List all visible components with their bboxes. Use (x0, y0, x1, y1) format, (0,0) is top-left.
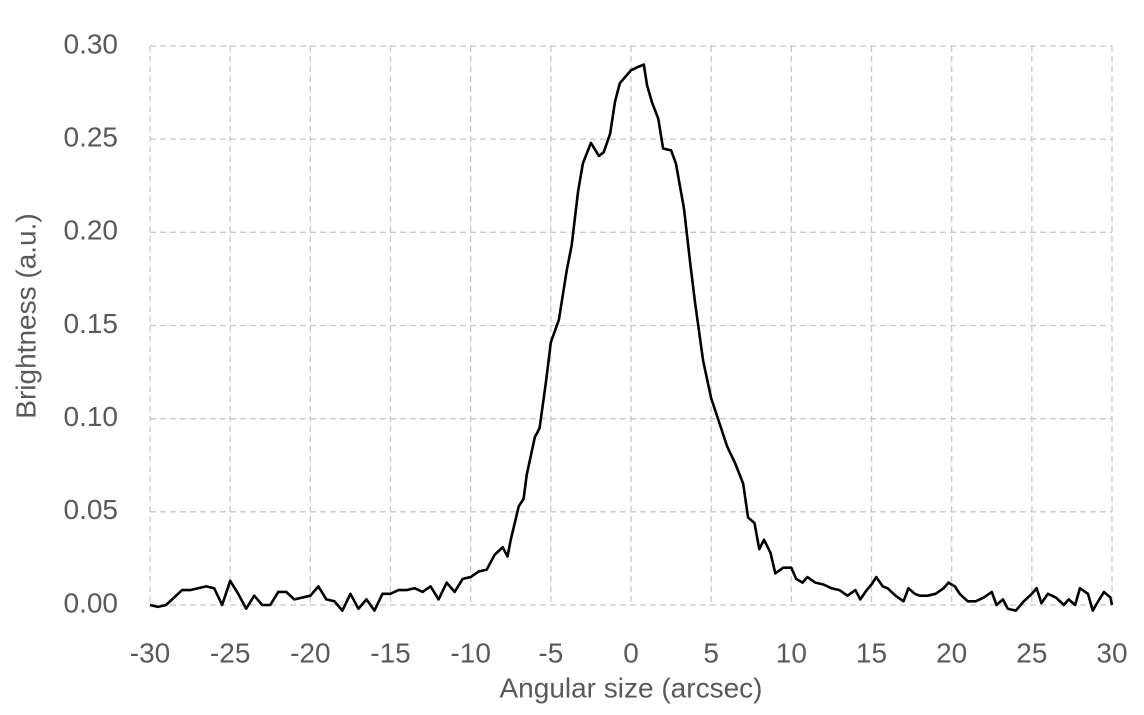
y-tick-label: 0.10 (64, 401, 119, 432)
x-tick-label: 15 (856, 637, 887, 668)
x-axis-title: Angular size (arcsec) (500, 672, 763, 703)
y-tick-label: 0.20 (64, 215, 119, 246)
x-tick-label: 20 (936, 637, 967, 668)
y-tick-label: 0.30 (64, 28, 119, 59)
y-tick-label: 0.00 (64, 587, 119, 618)
y-axis-title: Brightness (a.u.) (10, 213, 41, 418)
data-line (149, 63, 1114, 612)
x-tick-label: -30 (130, 637, 170, 668)
x-tick-label: 0 (623, 637, 639, 668)
x-tick-label: 5 (703, 637, 719, 668)
x-tick-label: -20 (290, 637, 330, 668)
x-tick-label: 10 (776, 637, 807, 668)
x-tick-label: -15 (370, 637, 410, 668)
y-tick-label: 0.05 (64, 494, 119, 525)
x-tick-label: 30 (1096, 637, 1127, 668)
y-tick-label: 0.15 (64, 308, 119, 339)
x-tick-label: -25 (210, 637, 250, 668)
y-tick-label: 0.25 (64, 122, 119, 153)
x-tick-label: -5 (538, 637, 563, 668)
x-tick-label: -10 (450, 637, 490, 668)
x-tick-label: 25 (1016, 637, 1047, 668)
